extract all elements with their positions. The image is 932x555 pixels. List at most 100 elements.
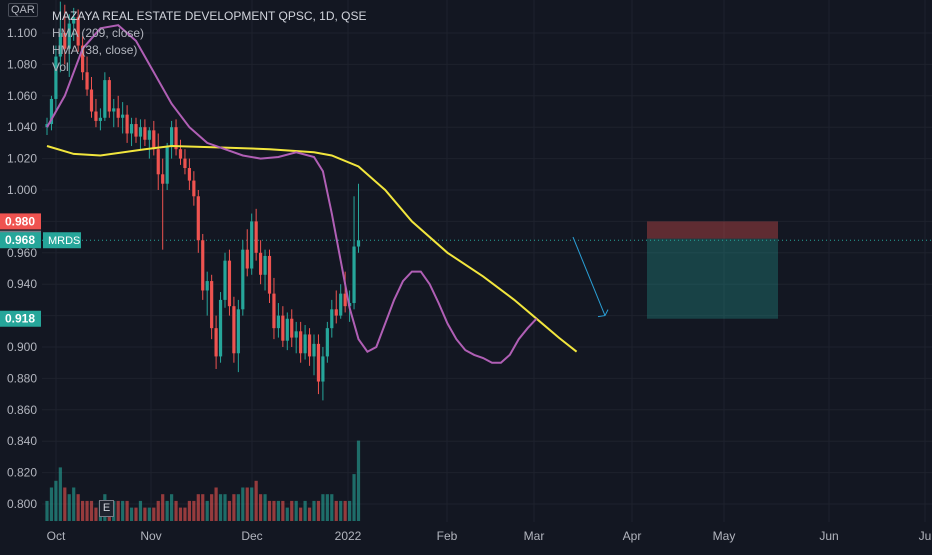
- volume-bar: [232, 494, 236, 521]
- volume-bar: [174, 500, 178, 521]
- candle-body: [192, 180, 196, 197]
- candle-body: [201, 240, 205, 291]
- x-tick-label: Ju: [919, 529, 932, 543]
- candle-body: [85, 72, 89, 90]
- volume-bar: [267, 500, 272, 521]
- candle-body: [125, 114, 129, 134]
- y-tick-label: 0.880: [7, 371, 37, 385]
- y-tick-label: 1.040: [7, 120, 37, 134]
- volume-bar: [227, 500, 232, 521]
- volume-bar: [89, 500, 94, 521]
- indicator-hma-38[interactable]: HMA (38, close): [52, 43, 138, 57]
- volume-bar: [121, 500, 125, 521]
- volume-bar: [339, 500, 343, 521]
- volume-bar: [178, 507, 183, 521]
- candle-body: [147, 130, 151, 140]
- volume-bar: [170, 494, 174, 521]
- candle-body: [236, 309, 240, 354]
- candle-body: [121, 114, 125, 118]
- candle-body: [245, 249, 249, 269]
- y-tick-label: 0.860: [7, 403, 37, 417]
- candle-body: [178, 149, 183, 159]
- volume-bar: [116, 500, 120, 521]
- volume-bar: [356, 440, 361, 521]
- volume-bar: [241, 487, 245, 521]
- volume-bar: [223, 494, 227, 521]
- candle-body: [272, 293, 276, 329]
- hma-38-line: [46, 24, 538, 364]
- y-tick-label: 0.820: [7, 466, 37, 480]
- candle-body: [250, 221, 254, 269]
- candle-body: [214, 328, 218, 357]
- indicator-volume[interactable]: Vol: [52, 60, 69, 74]
- candle-body: [299, 331, 303, 354]
- stop-loss-zone: [647, 221, 778, 239]
- x-tick-label: Dec: [241, 529, 262, 543]
- x-tick-label: May: [713, 529, 736, 543]
- volume-bar: [352, 474, 356, 521]
- price-tag-label: 0.968: [5, 233, 35, 247]
- symbol-title[interactable]: MAZAYA REAL ESTATE DEVELOPMENT QPSC, 1D,…: [52, 9, 367, 23]
- x-tick-label: Oct: [47, 529, 66, 543]
- volume-bar: [138, 500, 143, 521]
- y-tick-label: 1.020: [7, 152, 37, 166]
- candle-body: [356, 240, 361, 247]
- volume-bar: [343, 500, 347, 521]
- volume-bar: [348, 500, 352, 521]
- volume-bar: [192, 500, 196, 521]
- candle-body: [290, 318, 294, 338]
- volume-bar: [76, 494, 80, 521]
- volume-bar: [316, 500, 321, 521]
- symbol-tag: [43, 232, 81, 249]
- candle-body: [89, 89, 94, 112]
- candle-body: [165, 146, 169, 184]
- x-tick-label: Nov: [140, 529, 161, 543]
- volume-bar: [81, 500, 85, 521]
- candle-body: [54, 56, 58, 99]
- candle-body: [152, 130, 156, 150]
- candle-body: [63, 33, 67, 49]
- volume-bar: [183, 507, 187, 521]
- candle-body: [210, 281, 214, 329]
- x-tick-label: Apr: [623, 529, 642, 543]
- y-tick-label: 1.060: [7, 89, 37, 103]
- volume-bar: [294, 500, 298, 521]
- price-tag: [0, 213, 41, 230]
- chart-legend: MAZAYA REAL ESTATE DEVELOPMENT QPSC, 1D,…: [52, 8, 367, 76]
- volume-bar: [250, 487, 254, 521]
- volume-bar: [156, 500, 160, 521]
- candle-body: [161, 174, 165, 184]
- y-tick-label: 1.000: [7, 183, 37, 197]
- candle-body: [112, 108, 116, 112]
- volume-bar: [58, 467, 62, 521]
- candle-body: [339, 293, 343, 316]
- volume-bar: [134, 507, 138, 521]
- volume-bar: [303, 500, 307, 521]
- candle-body: [183, 158, 187, 169]
- candle-body: [58, 33, 62, 57]
- candle-body: [232, 306, 236, 354]
- candle-body: [263, 255, 267, 275]
- currency-label: QAR: [8, 3, 38, 17]
- candle-body: [312, 343, 316, 357]
- volume-bar: [54, 480, 58, 521]
- take-profit-zone: [647, 238, 778, 319]
- candle-body: [254, 221, 258, 253]
- earnings-event-marker[interactable]: E: [99, 500, 114, 517]
- indicator-hma-209[interactable]: HMA (209, close): [52, 26, 145, 40]
- candle-body: [267, 255, 272, 294]
- candle-body: [98, 117, 102, 121]
- volume-bar: [152, 507, 156, 521]
- volume-bar: [254, 480, 258, 521]
- candle-body: [170, 127, 174, 147]
- candle-body: [49, 98, 54, 125]
- candle-body: [330, 309, 334, 329]
- volume-bar: [276, 500, 280, 521]
- candle-body: [129, 124, 134, 134]
- volume-bar: [45, 500, 49, 521]
- volume-bar: [334, 500, 338, 521]
- candle-body: [259, 252, 263, 275]
- volume-bar: [325, 494, 329, 521]
